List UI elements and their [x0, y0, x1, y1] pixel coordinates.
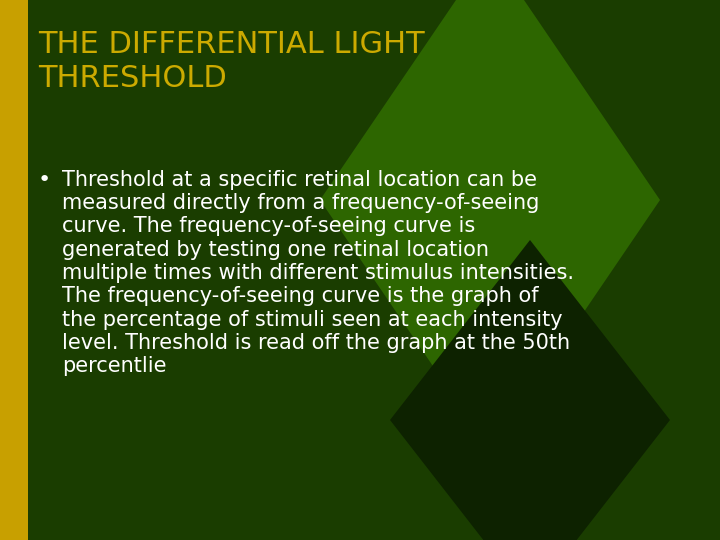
Text: The frequency-of-seeing curve is the graph of: The frequency-of-seeing curve is the gra…: [62, 286, 539, 306]
Text: •: •: [38, 170, 51, 190]
Text: THRESHOLD: THRESHOLD: [38, 64, 227, 93]
Polygon shape: [320, 0, 660, 450]
Polygon shape: [390, 240, 670, 540]
Text: multiple times with different stimulus intensities.: multiple times with different stimulus i…: [62, 263, 574, 283]
Text: level. Threshold is read off the graph at the 50th: level. Threshold is read off the graph a…: [62, 333, 570, 353]
Text: generated by testing one retinal location: generated by testing one retinal locatio…: [62, 240, 489, 260]
Text: curve. The frequency-of-seeing curve is: curve. The frequency-of-seeing curve is: [62, 217, 475, 237]
Text: THE DIFFERENTIAL LIGHT: THE DIFFERENTIAL LIGHT: [38, 30, 425, 59]
Text: Threshold at a specific retinal location can be: Threshold at a specific retinal location…: [62, 170, 537, 190]
Text: measured directly from a frequency-of-seeing: measured directly from a frequency-of-se…: [62, 193, 539, 213]
Bar: [0, 0, 28, 540]
Text: the percentage of stimuli seen at each intensity: the percentage of stimuli seen at each i…: [62, 309, 562, 329]
Text: percentlie: percentlie: [62, 356, 166, 376]
